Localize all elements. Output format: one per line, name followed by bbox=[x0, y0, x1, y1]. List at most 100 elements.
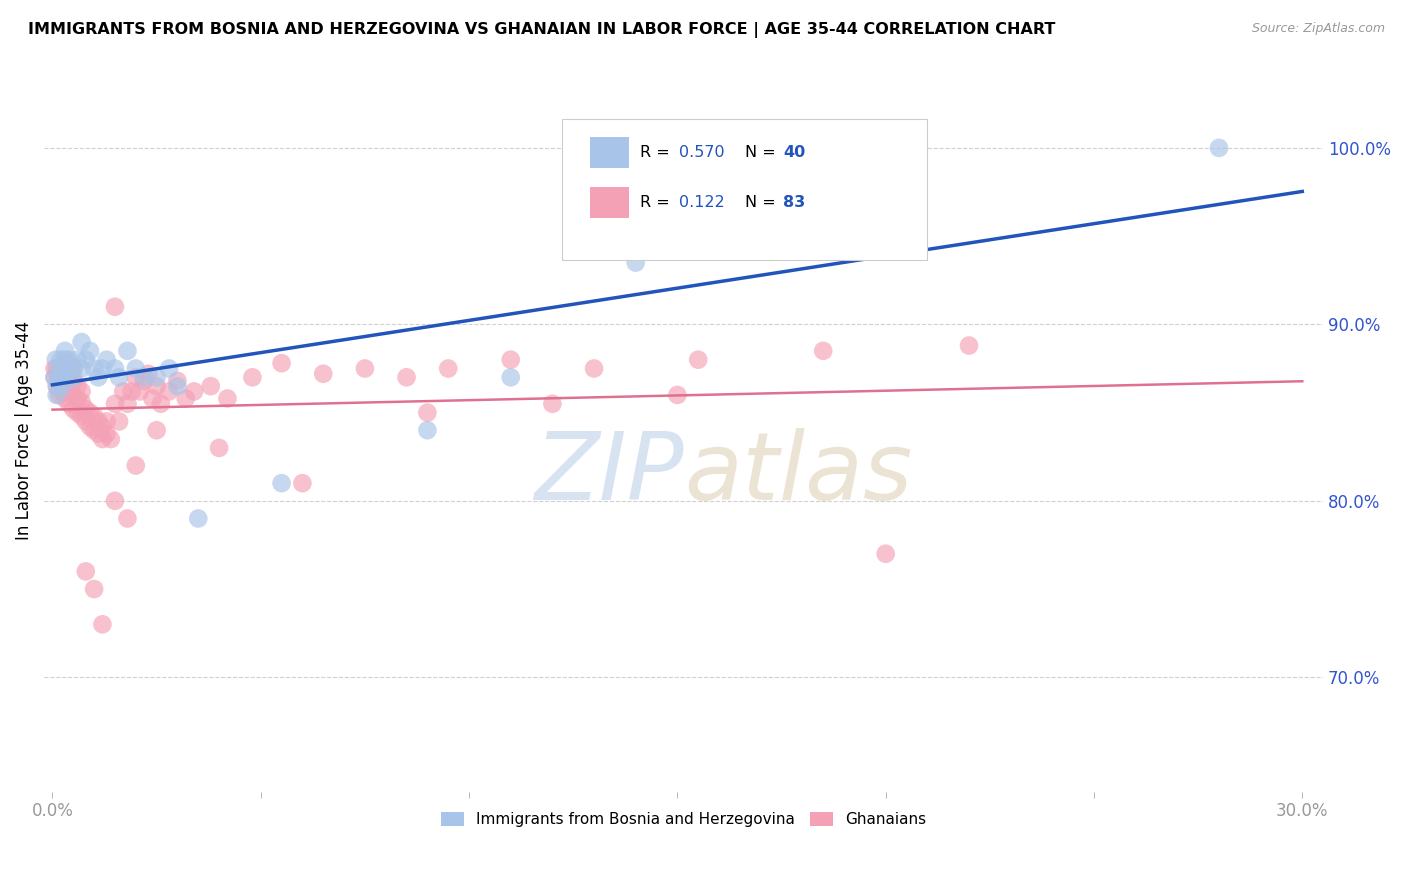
Text: R =: R = bbox=[640, 194, 681, 210]
Point bbox=[53, 367, 76, 381]
Point bbox=[416, 423, 439, 437]
Point bbox=[49, 370, 72, 384]
Point bbox=[70, 334, 93, 349]
Point bbox=[117, 511, 139, 525]
Point bbox=[96, 426, 118, 441]
Point bbox=[291, 476, 314, 491]
Point bbox=[53, 379, 76, 393]
Point bbox=[125, 370, 148, 384]
Point bbox=[183, 384, 205, 399]
Point bbox=[104, 493, 127, 508]
Point bbox=[91, 432, 114, 446]
Point bbox=[44, 370, 66, 384]
Point bbox=[83, 361, 105, 376]
Point bbox=[49, 361, 72, 376]
Point bbox=[79, 406, 101, 420]
Point bbox=[395, 370, 418, 384]
Point bbox=[875, 547, 897, 561]
Point bbox=[312, 367, 335, 381]
Point bbox=[100, 432, 122, 446]
Point bbox=[141, 392, 163, 406]
Text: 0.570: 0.570 bbox=[679, 145, 724, 160]
Point bbox=[45, 388, 67, 402]
Point bbox=[58, 370, 80, 384]
Point bbox=[48, 388, 70, 402]
Point bbox=[62, 402, 84, 417]
Point bbox=[121, 384, 143, 399]
Point bbox=[583, 361, 606, 376]
Point bbox=[125, 361, 148, 376]
Text: Source: ZipAtlas.com: Source: ZipAtlas.com bbox=[1251, 22, 1385, 36]
Point bbox=[149, 397, 172, 411]
Point bbox=[53, 392, 76, 406]
Point bbox=[87, 414, 110, 428]
Point bbox=[208, 441, 231, 455]
Point bbox=[270, 476, 292, 491]
Point bbox=[79, 343, 101, 358]
Point bbox=[1208, 141, 1230, 155]
Point bbox=[91, 361, 114, 376]
Point bbox=[66, 379, 89, 393]
Point bbox=[53, 352, 76, 367]
Point bbox=[66, 392, 89, 406]
Point bbox=[83, 582, 105, 596]
Text: IMMIGRANTS FROM BOSNIA AND HERZEGOVINA VS GHANAIAN IN LABOR FORCE | AGE 35-44 CO: IMMIGRANTS FROM BOSNIA AND HERZEGOVINA V… bbox=[28, 22, 1056, 38]
Point bbox=[132, 374, 155, 388]
Point bbox=[174, 392, 197, 406]
Point bbox=[112, 384, 135, 399]
Point bbox=[44, 370, 66, 384]
Point bbox=[166, 379, 188, 393]
Point bbox=[104, 397, 127, 411]
Point bbox=[75, 402, 97, 417]
Point bbox=[70, 361, 93, 376]
Point bbox=[437, 361, 460, 376]
Point bbox=[58, 352, 80, 367]
Point bbox=[70, 395, 93, 409]
Point bbox=[58, 397, 80, 411]
Point bbox=[104, 300, 127, 314]
Point bbox=[270, 356, 292, 370]
Y-axis label: In Labor Force | Age 35-44: In Labor Force | Age 35-44 bbox=[15, 321, 32, 540]
Point bbox=[48, 370, 70, 384]
Point bbox=[875, 211, 897, 226]
Point bbox=[91, 419, 114, 434]
Text: 0.122: 0.122 bbox=[679, 194, 724, 210]
Text: 40: 40 bbox=[783, 145, 806, 160]
Point bbox=[217, 392, 239, 406]
Point bbox=[48, 370, 70, 384]
Point bbox=[53, 370, 76, 384]
Point bbox=[83, 409, 105, 424]
Point bbox=[62, 388, 84, 402]
Text: N =: N = bbox=[745, 145, 780, 160]
Point bbox=[416, 406, 439, 420]
Point bbox=[58, 361, 80, 376]
Point bbox=[132, 370, 155, 384]
Point bbox=[79, 419, 101, 434]
FancyBboxPatch shape bbox=[591, 137, 628, 169]
Point bbox=[125, 458, 148, 473]
Point bbox=[499, 370, 522, 384]
Text: R =: R = bbox=[640, 145, 675, 160]
Point bbox=[62, 370, 84, 384]
Point bbox=[145, 379, 167, 393]
Point bbox=[499, 352, 522, 367]
Point bbox=[45, 361, 67, 376]
Point bbox=[45, 352, 67, 367]
Point bbox=[66, 352, 89, 367]
Point bbox=[117, 343, 139, 358]
Point bbox=[666, 388, 689, 402]
Point bbox=[688, 352, 710, 367]
Point bbox=[49, 352, 72, 367]
Point bbox=[75, 565, 97, 579]
Point bbox=[242, 370, 264, 384]
Point bbox=[62, 374, 84, 388]
Point bbox=[58, 384, 80, 399]
Point bbox=[62, 361, 84, 376]
Point bbox=[75, 352, 97, 367]
Point bbox=[66, 406, 89, 420]
Point bbox=[49, 370, 72, 384]
Point bbox=[87, 370, 110, 384]
Point bbox=[129, 384, 152, 399]
Point bbox=[83, 423, 105, 437]
Text: N =: N = bbox=[745, 194, 780, 210]
